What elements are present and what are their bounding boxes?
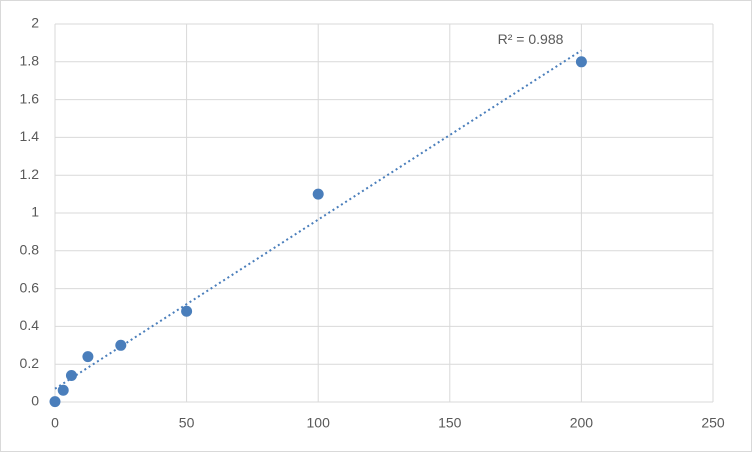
trendline [54,49,582,390]
x-tick-label: 250 [701,415,725,431]
point [49,396,61,408]
y-tick-label: 0.4 [20,317,40,333]
x-tick-label: 150 [438,415,462,431]
y-tick-label: 1.4 [20,128,40,144]
y-tick-label: 0 [31,393,39,409]
point [57,384,69,396]
point [575,56,587,68]
y-tick-label: 1.8 [20,53,40,69]
point [115,339,127,351]
y-tick-label: 1.2 [20,166,40,182]
y-tick-label: 0.2 [20,355,40,371]
x-tick-label: 200 [570,415,594,431]
y-tick-label: 1.6 [20,90,40,106]
y-tick-label: 0.8 [20,242,40,258]
point [82,351,94,363]
y-tick-label: 1 [31,204,39,220]
x-tick-label: 100 [307,415,331,431]
point [65,370,77,382]
x-tick-label: 0 [51,415,59,431]
point [181,305,193,317]
y-tick-label: 0.6 [20,279,40,295]
point [312,188,324,200]
x-tick-label: 50 [179,415,195,431]
trendline-label: R² = 0.988 [498,31,564,47]
y-tick-label: 2 [31,15,39,31]
